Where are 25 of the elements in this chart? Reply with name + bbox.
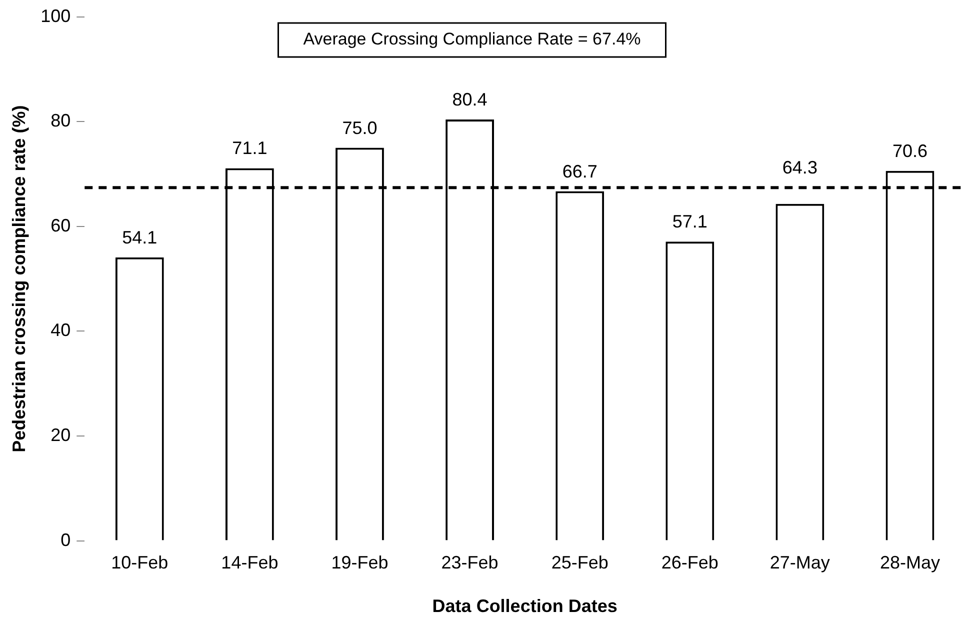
y-tick-label: 40 <box>50 320 71 340</box>
y-axis-title: Pedestrian crossing compliance rate (%) <box>8 105 29 452</box>
data-label: 70.6 <box>892 140 928 161</box>
x-tick-label: 25-Feb <box>551 552 608 573</box>
x-axis-title: Data Collection Dates <box>432 596 618 616</box>
x-tick-label: 23-Feb <box>441 552 498 573</box>
data-label: 80.4 <box>452 89 488 110</box>
x-tick-label: 10-Feb <box>111 552 168 573</box>
x-tick-label: 27-May <box>770 552 830 573</box>
x-tick-label: 14-Feb <box>221 552 278 573</box>
data-label: 54.1 <box>122 227 158 248</box>
data-label: 66.7 <box>562 161 598 182</box>
y-tick-label: 0 <box>60 530 71 550</box>
data-label: 71.1 <box>232 138 268 158</box>
data-label: 57.1 <box>672 212 708 232</box>
data-label: 64.3 <box>782 158 818 178</box>
y-tick-label: 20 <box>50 424 71 445</box>
data-label: 75.0 <box>342 118 378 138</box>
ref-line-label: Average Crossing Compliance Rate = 67.4% <box>303 30 641 49</box>
x-tick-label: 26-Feb <box>661 552 718 573</box>
x-tick-label: 19-Feb <box>331 552 388 573</box>
y-tick-label: 100 <box>40 6 71 26</box>
y-tick-label: 60 <box>50 215 71 236</box>
x-tick-label: 28-May <box>880 552 940 573</box>
y-tick-label: 80 <box>50 110 71 131</box>
